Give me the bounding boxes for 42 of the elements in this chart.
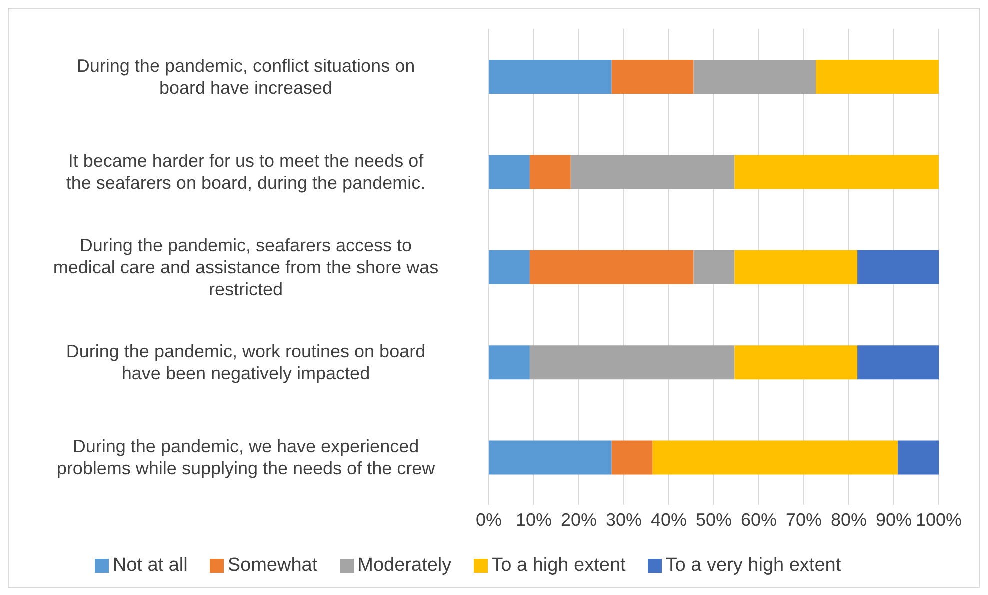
bar [612,440,653,475]
x-tick-label: 50% [696,510,732,530]
legend-label: To a very high extent [666,555,842,576]
x-tick-label: 100% [916,510,962,530]
bar [489,440,612,475]
bar [489,346,530,380]
bar [489,60,612,94]
y-tick-label: During the pandemic, we have experienced problems while supplying the needs of the crew [56,436,436,479]
x-tick-label: 30% [606,510,642,530]
bar [734,250,858,284]
x-tick-label: 10% [516,510,552,530]
x-tick-label: 80% [830,510,868,530]
bar [570,155,735,190]
legend-label: Somewhat [228,555,318,576]
bar [530,155,571,190]
y-tick-label: During the pandemic, conflict situations on board have increased [76,56,416,98]
x-tick-label: 0% [476,510,502,530]
bar [858,250,939,284]
y-tick-label: During the pandemic, seafarers access to medical care and assistance from the shore was restricted [53,235,439,300]
bar [898,440,939,475]
x-tick-label: 90% [876,510,912,530]
bar [530,346,735,380]
bar [612,60,694,94]
x-tick-label: 60% [740,510,778,530]
legend-label: Moderately [358,555,452,576]
bar [816,60,939,94]
bar [734,155,939,190]
y-tick-label: It became harder for us to meet the needs of the seafarers on board, during the pandemic. [66,151,426,194]
y-tick-label: During the pandemic, work routines on board have been negatively impacted [66,342,426,384]
x-tick-label: 20% [560,510,598,530]
bar [652,440,898,475]
bar [734,346,858,380]
bar [694,250,735,284]
x-tick-label: 40% [650,510,688,530]
bar [530,250,694,284]
bar [489,155,530,190]
bar [858,346,939,380]
legend-label: Not at all [112,555,188,576]
bar [489,250,530,284]
x-tick-label: 70% [786,510,822,530]
legend-label: To a high extent [492,555,626,576]
bar [694,60,816,94]
